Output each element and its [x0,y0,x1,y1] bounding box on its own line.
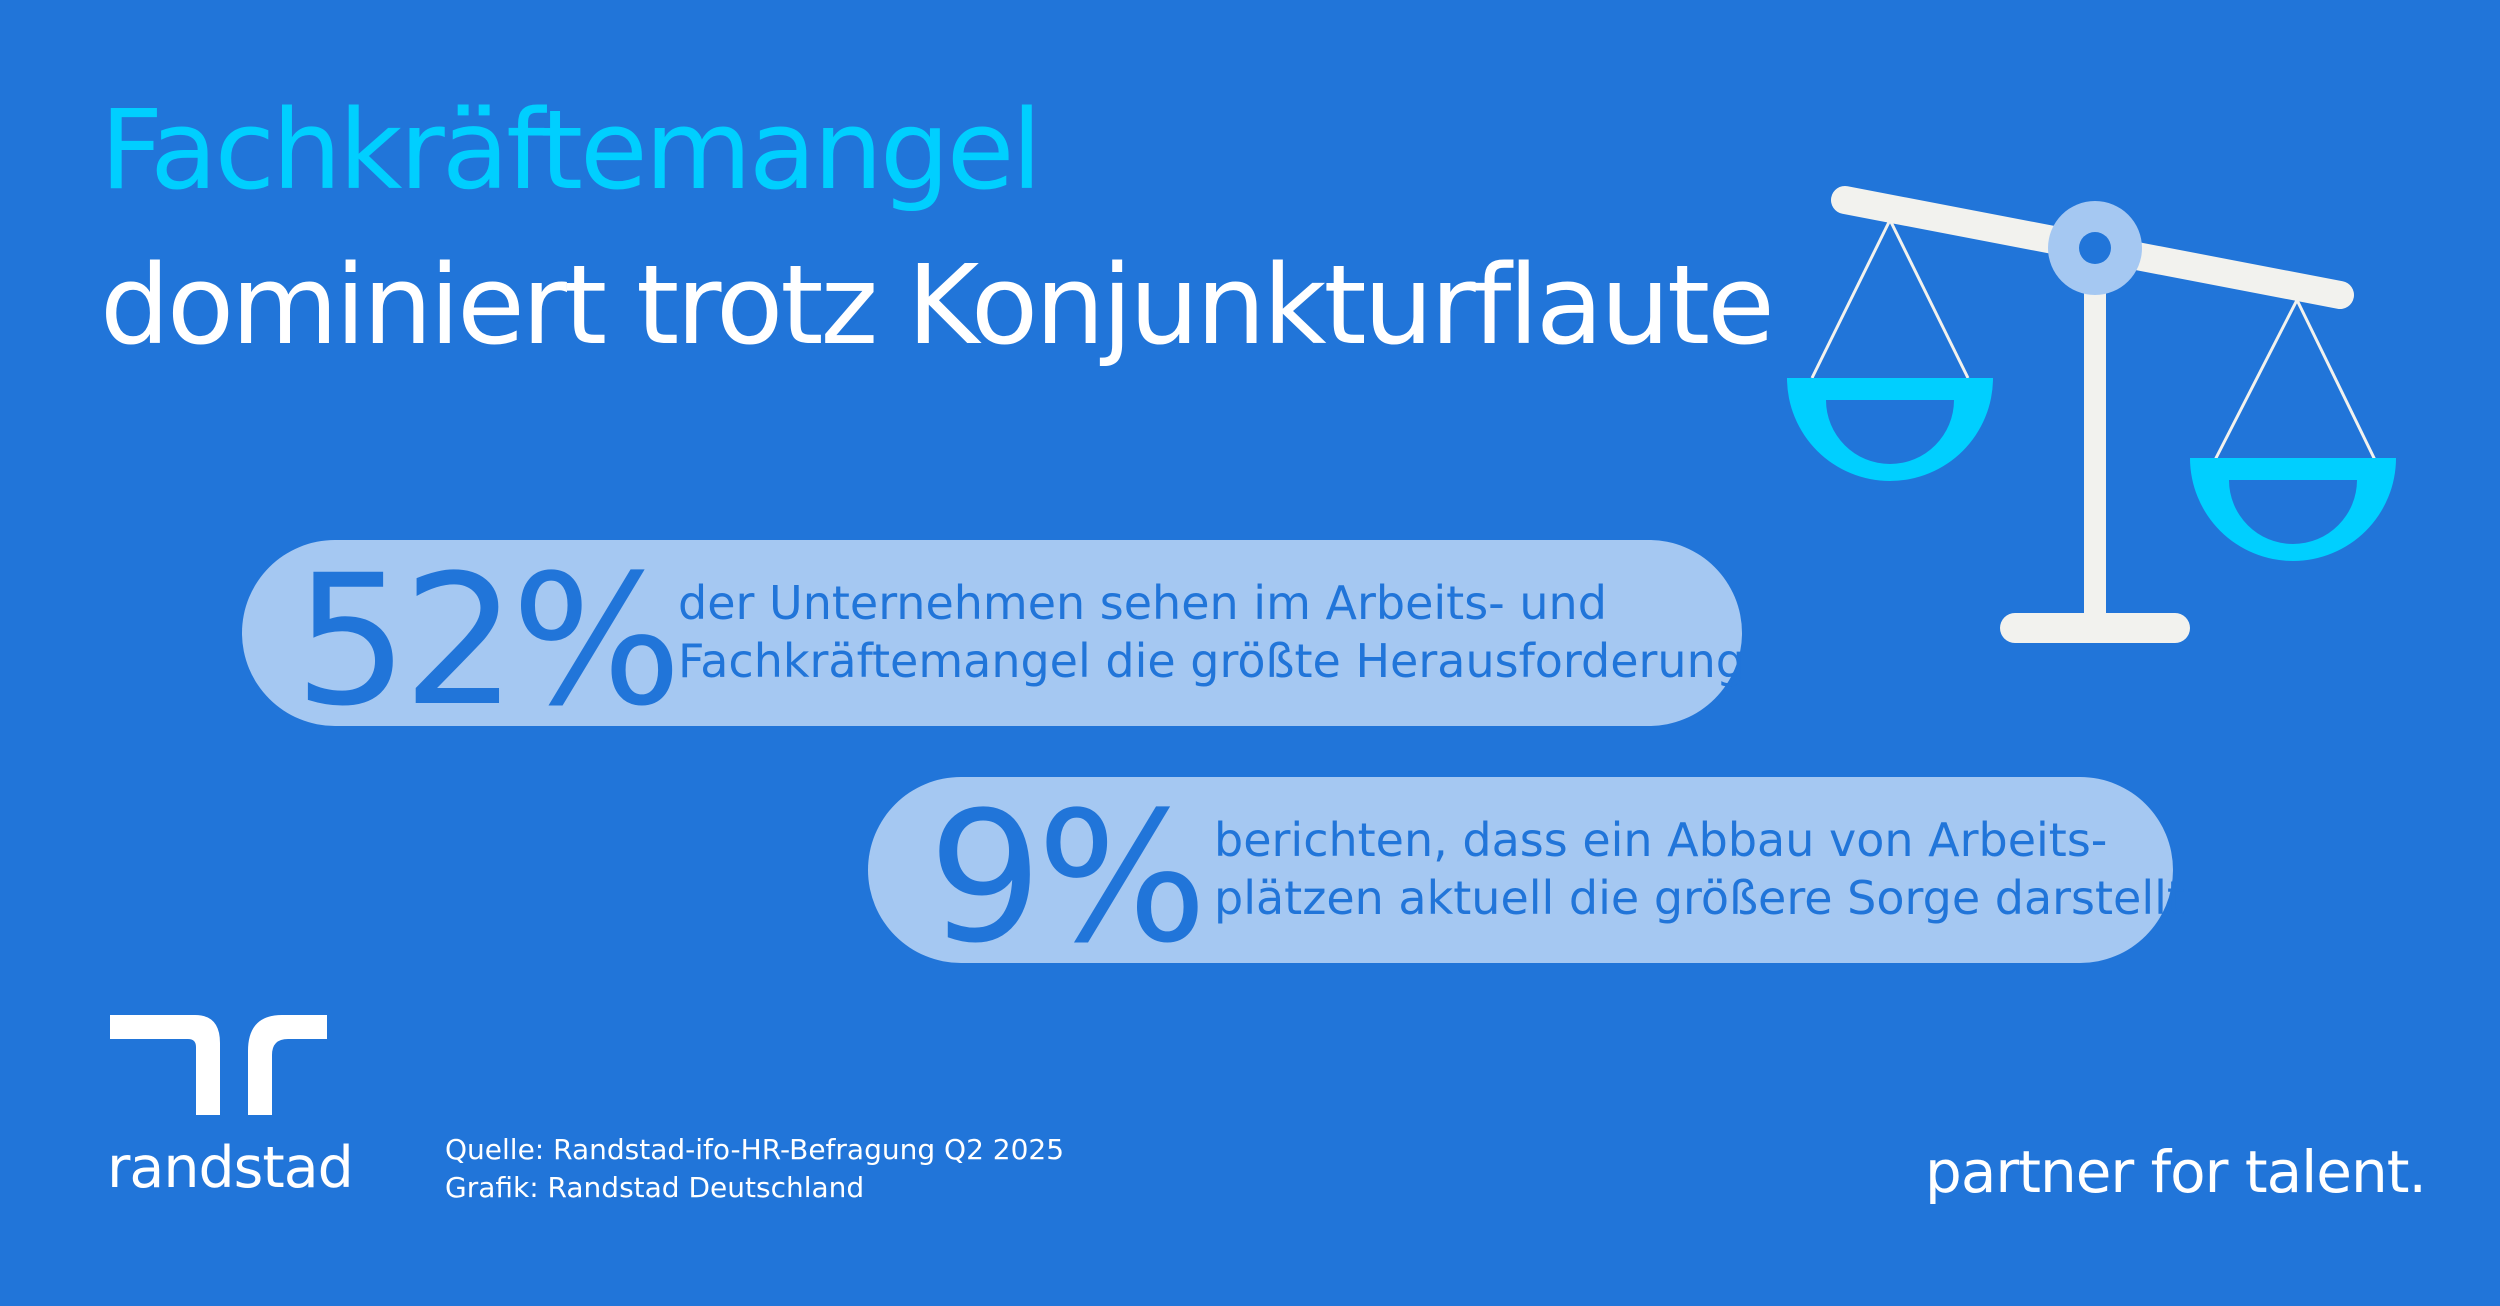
headline-line-2: dominiert trotz Konjunkturflaute [100,241,1775,369]
stat-value: 9% [928,774,1208,983]
left-pan [1787,378,1993,481]
stat-card-52: 52% der Unternehmen sehen im Arbeits- un… [242,540,1745,732]
scale-pivot-hole [2079,232,2111,264]
balance-scale-icon [1787,186,2396,643]
stat-description-line: berichten, dass ein Abbau von Arbeits- [1214,813,2108,867]
headline-line-1: Fachkräftemangel [100,86,1042,214]
brand-wordmark: randstad [107,1135,354,1201]
stat-description: berichten, dass ein Abbau von Arbeits- p… [1214,811,2185,927]
right-pan [2190,458,2396,561]
brand-tagline: partner for talent. [1925,1138,2427,1206]
stat-description: der Unternehmen sehen im Arbeits- und Fa… [678,574,1745,690]
stat-description-line: plätzen aktuell die größere Sorge darste… [1214,871,2185,925]
source-line: Quelle: Randstad-ifo-HR-Befragung Q2 202… [445,1133,1065,1166]
right-string [2295,299,2377,461]
source-note: Quelle: Randstad-ifo-HR-Befragung Q2 202… [445,1131,1064,1207]
left-string [1810,219,1892,379]
credit-line: Grafik: Randstad Deutschland [445,1171,865,1204]
left-string [1888,219,1970,379]
stat-value: 52% [294,537,682,746]
randstad-logo-icon [110,1015,327,1115]
stat-card-9: 9% berichten, dass ein Abbau von Arbeits… [868,777,2185,969]
stat-description-line: der Unternehmen sehen im Arbeits- und [678,576,1607,630]
stat-description-line: Fachkräftemangel die größte Herausforder… [678,634,1745,688]
right-string [2213,299,2299,461]
